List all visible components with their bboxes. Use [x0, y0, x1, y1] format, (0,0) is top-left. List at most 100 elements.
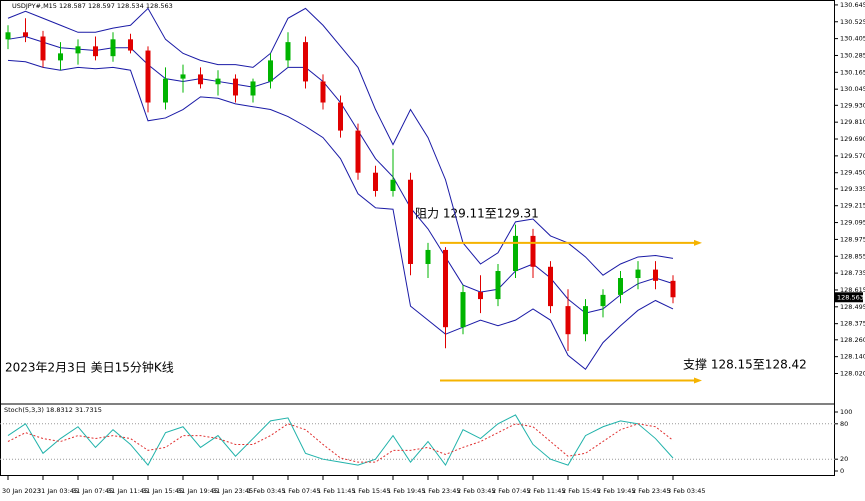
y-tick-label: 130.165 — [840, 68, 865, 76]
candle-body — [460, 292, 466, 328]
candle-body — [285, 42, 291, 61]
candle-body — [233, 78, 238, 96]
candle-body — [653, 269, 658, 281]
x-tick-label: 2 Feb 07:45 — [492, 487, 531, 495]
x-tick-label: 2 Feb 15:45 — [562, 487, 601, 495]
annotation: 2023年2月3日 美日15分钟K线 — [5, 360, 174, 375]
y-tick-label: 128.975 — [840, 235, 865, 243]
y-tick-label: 129.690 — [840, 135, 865, 143]
stoch-header: Stoch(5,3,3) 18.8312 31.7315 — [4, 406, 102, 414]
level-arrow — [694, 377, 702, 384]
candle-body — [198, 74, 203, 85]
y-tick-label: 128.260 — [840, 336, 865, 344]
y-tick-label: 129.215 — [840, 202, 865, 210]
x-tick-label: 2 Feb 19:45 — [597, 487, 636, 495]
x-tick-label: 31 Jan 11:45 — [107, 487, 148, 495]
y-tick-label: 130.045 — [840, 85, 865, 93]
x-tick-label: 1 Feb 23:45 — [422, 487, 461, 495]
y-tick-label: 0 — [840, 467, 844, 475]
x-tick-label: 1 Feb 19:45 — [387, 487, 426, 495]
candle-body — [110, 39, 116, 57]
y-tick-label: 20 — [840, 455, 848, 463]
candle-body — [303, 42, 308, 82]
candle-body — [268, 60, 273, 82]
stoch-line — [7, 414, 674, 467]
x-tick-label: 31 Jan 23:45 — [212, 487, 253, 495]
y-tick-label: 128.735 — [840, 269, 865, 277]
y-tick-label: 128.495 — [840, 303, 865, 311]
main-header: USDJPY#,M15 128.587 128.597 128.534 128.… — [12, 2, 173, 10]
annotation: 阻力 129.11至129.31 — [415, 207, 539, 221]
y-tick-label: 128.615 — [840, 286, 865, 294]
bollinger-lower — [7, 59, 674, 371]
x-tick-label: 1 Feb 07:45 — [282, 487, 321, 495]
x-tick-label: 31 Jan 03:45 — [37, 487, 78, 495]
y-tick-label: 129.095 — [840, 219, 865, 227]
x-tick-label: 1 Feb 03:45 — [247, 487, 286, 495]
y-tick-label: 128.140 — [840, 353, 865, 361]
candle-body — [513, 235, 518, 272]
y-tick-label: 130.285 — [840, 51, 865, 59]
candle-body — [163, 78, 168, 103]
candle-body — [583, 306, 588, 335]
candle-body — [495, 271, 501, 300]
y-tick-label: 100 — [840, 408, 852, 416]
candle-body — [425, 249, 431, 264]
x-tick-label: 3 Feb 03:45 — [667, 487, 706, 495]
candle-body — [618, 278, 623, 295]
y-tick-label: 129.335 — [840, 185, 865, 193]
x-tick-label: 1 Feb 15:45 — [352, 487, 391, 495]
candle-body — [390, 179, 396, 191]
y-tick-label: 80 — [840, 420, 848, 428]
candle-body — [635, 269, 641, 279]
candle-body — [58, 53, 63, 61]
y-tick-label: 129.570 — [840, 152, 865, 160]
candle-body — [128, 39, 133, 51]
candle-body — [565, 306, 571, 335]
bollinger-middle — [7, 35, 674, 314]
price-tag: 128.563 — [837, 293, 864, 301]
candle-body — [670, 280, 676, 298]
candle-body — [373, 172, 378, 191]
candle-body — [478, 292, 483, 300]
x-tick-label: 31 Jan 19:45 — [177, 487, 218, 495]
candle-body — [530, 235, 536, 267]
candle-body — [215, 78, 221, 85]
annotation: 支撑 128.15至128.42 — [683, 357, 807, 372]
y-tick-label: 130.645 — [840, 1, 865, 9]
y-tick-label: 128.855 — [840, 252, 865, 260]
candle-body — [5, 32, 11, 40]
level-arrow — [694, 239, 702, 246]
y-tick-label: 128.375 — [840, 320, 865, 328]
candle-body — [338, 102, 343, 131]
frame — [0, 0, 835, 476]
candle-body — [408, 179, 413, 264]
price-tag-box — [835, 292, 863, 303]
x-tick-label: 31 Jan 15:45 — [142, 487, 183, 495]
candle-body — [75, 46, 81, 54]
x-tick-label: 2 Feb 03:45 — [457, 487, 496, 495]
y-tick-label: 129.810 — [840, 118, 865, 126]
candle-body — [600, 294, 606, 307]
x-tick-label: 2 Feb 23:45 — [632, 487, 671, 495]
candle-body — [443, 249, 448, 328]
bollinger-upper — [7, 7, 674, 276]
candle-body — [93, 46, 98, 57]
candle-body — [145, 50, 151, 103]
y-tick-label: 130.525 — [840, 18, 865, 26]
candle-body — [320, 81, 326, 103]
candle-body — [40, 36, 46, 61]
y-tick-label: 129.930 — [840, 101, 865, 109]
candle-body — [23, 32, 28, 37]
candle-body — [355, 130, 361, 173]
candle-body — [548, 266, 553, 307]
x-tick-label: 1 Feb 11:45 — [317, 487, 356, 495]
y-tick-label: 128.020 — [840, 370, 865, 378]
y-tick-label: 130.405 — [840, 35, 865, 43]
x-tick-label: 31 Jan 07:45 — [72, 487, 113, 495]
candle-body — [250, 81, 256, 96]
candle-body — [180, 74, 186, 79]
y-tick-label: 129.450 — [840, 169, 865, 177]
